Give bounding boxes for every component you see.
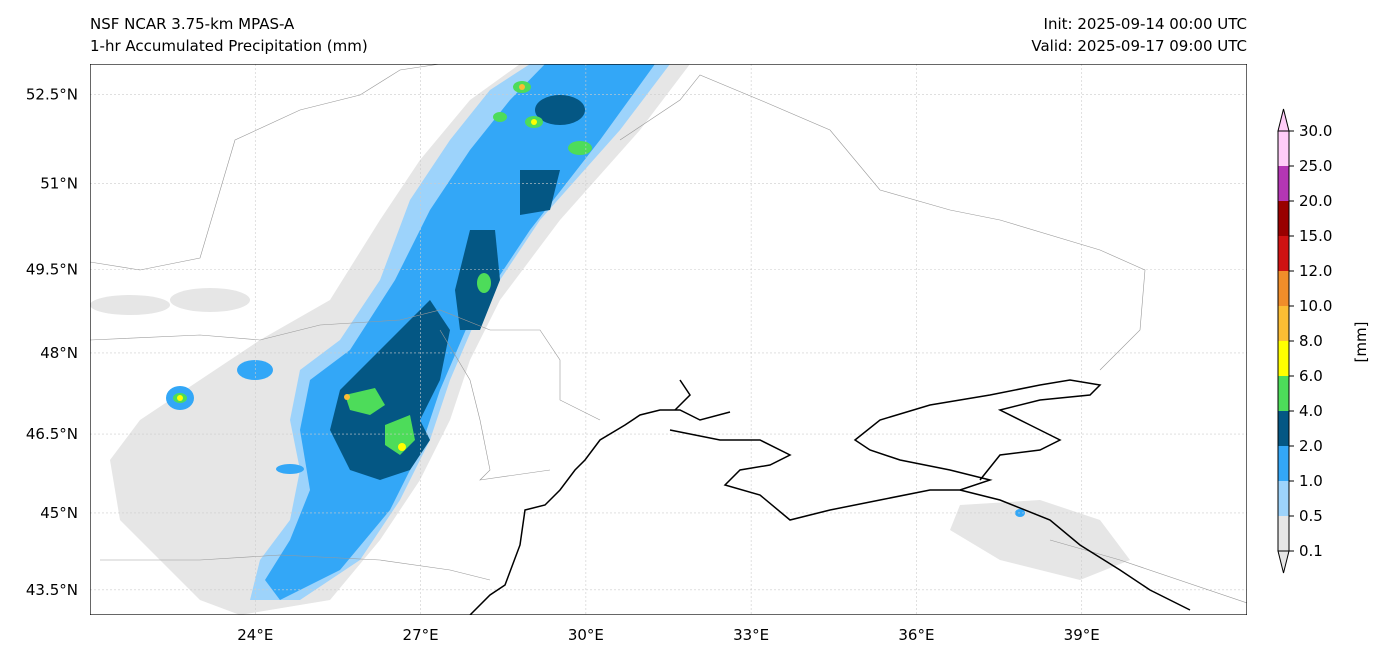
colorbar-tick-label: 4.0 [1299,402,1323,420]
colorbar-band [1278,376,1289,411]
colorbar-band [1278,271,1289,306]
y-tick-label: 51°N [40,174,78,192]
init-time: Init: 2025-09-14 00:00 UTC [1043,15,1247,33]
precipitation-field [90,64,1130,615]
country-borders [90,64,1247,604]
x-tick-label: 36°E [898,626,934,644]
precip-cell [276,464,304,474]
colorbar-tick-label: 20.0 [1299,192,1332,210]
colorbar-band [1278,516,1289,551]
colorbar-tick-label: 12.0 [1299,262,1332,280]
colorbar-band [1278,236,1289,271]
y-tick-label: 43.5°N [26,581,78,599]
colorbar-tick-label: 2.0 [1299,437,1323,455]
precip-cell [493,112,507,122]
precip-peak [398,443,406,451]
colorbar-tick-label: 6.0 [1299,367,1323,385]
precip-cell [535,95,585,125]
colorbar-tick-label: 1.0 [1299,472,1323,490]
y-tick-label: 48°N [40,344,78,362]
colorbar-band [1278,306,1289,341]
precip-cell [477,273,491,293]
precip-contour-4.0 [385,415,415,455]
y-tick-label: 46.5°N [26,425,78,443]
colorbar: 0.1 0.5 1.0 2.0 4.0 6.0 8.0 10.0 12.0 15.0 20.0 25.… [1277,108,1332,574]
precip-contour-2.0 [330,300,450,480]
colorbar-band [1278,131,1289,166]
coastline [469,379,1191,615]
colorbar-band [1278,201,1289,236]
colorbar-band [1278,446,1289,481]
colorbar-tick-label: 15.0 [1299,227,1332,245]
model-title: NSF NCAR 3.75-km MPAS-A [90,15,295,33]
colorbar-extend-min [1277,550,1290,574]
x-tick-label: 24°E [237,626,273,644]
field-title: 1-hr Accumulated Precipitation (mm) [90,37,368,55]
precip-cell [568,141,592,155]
y-tick-label: 45°N [40,504,78,522]
colorbar-tick-label: 25.0 [1299,157,1332,175]
precip-peak [344,394,350,400]
colorbar-tick-label: 10.0 [1299,297,1332,315]
graticule [90,64,1247,615]
map-area [90,64,1247,615]
colorbar-tick-label: 30.0 [1299,122,1332,140]
precip-cell [170,288,250,312]
precip-contour-2.0 [520,170,560,215]
y-tick-label: 49.5°N [26,260,78,278]
precip-cell [90,295,170,315]
colorbar-band [1278,166,1289,201]
colorbar-band [1278,481,1289,516]
x-axis-ticks: 24°E 27°E 30°E 33°E 36°E 39°E [237,626,1100,644]
x-tick-label: 33°E [733,626,769,644]
precip-contour-4.0 [345,388,385,415]
precip-contour-0.1 [950,500,1130,580]
colorbar-band [1278,411,1289,446]
precip-peak [177,395,183,401]
colorbar-extend-max [1277,108,1290,132]
colorbar-band [1278,341,1289,376]
y-axis-ticks: 52.5°N 51°N 49.5°N 48°N 46.5°N 45°N 43.5°N [26,85,78,598]
colorbar-label: [mm] [1352,322,1370,363]
x-tick-label: 30°E [568,626,604,644]
x-tick-label: 27°E [403,626,439,644]
colorbar-tick-label: 0.5 [1299,507,1323,525]
precip-peak [519,84,525,90]
x-tick-label: 39°E [1064,626,1100,644]
y-tick-label: 52.5°N [26,85,78,103]
colorbar-tick-label: 0.1 [1299,542,1323,560]
valid-time: Valid: 2025-09-17 09:00 UTC [1031,37,1247,55]
colorbar-tick-label: 8.0 [1299,332,1323,350]
precip-peak [531,119,537,125]
